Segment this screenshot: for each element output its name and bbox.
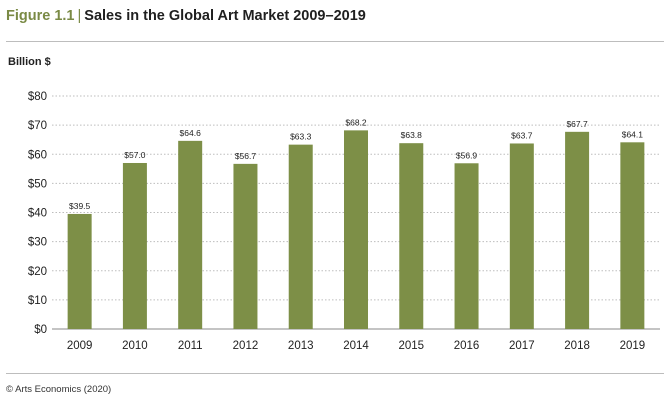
data-label: $63.7 [511, 130, 533, 140]
y-tick-label: $10 [28, 295, 47, 307]
bar-chart: $0 $10 $20 $30 $40 $50 $60 $70 $80 $39.5 2009 $57.0… [28, 91, 660, 352]
figure-title-row: Figure 1.1 | Sales in the Global Art Marke… [6, 8, 366, 24]
chart-title: Sales in the Global Art Market 2009–2019 [84, 8, 366, 24]
data-label: $64.6 [180, 128, 202, 138]
data-label: $68.2 [345, 117, 367, 127]
data-label: $56.7 [235, 151, 257, 161]
bar [509, 143, 534, 329]
y-tick-label: $50 [28, 178, 47, 190]
figure-label: Figure 1.1 [6, 8, 75, 24]
x-tick-label: 2018 [564, 340, 590, 352]
x-tick-label: 2017 [509, 340, 535, 352]
x-tick-label: 2010 [122, 340, 148, 352]
bar [344, 130, 368, 329]
x-tick-label: 2016 [454, 340, 480, 352]
x-tick-label: 2013 [288, 340, 314, 352]
x-tick-label: 2014 [343, 340, 369, 352]
bar [122, 162, 147, 329]
data-label: $39.5 [69, 201, 91, 211]
bar [454, 163, 479, 329]
source-note: © Arts Economics (2020) [6, 384, 112, 395]
y-tick-label: $70 [28, 120, 47, 132]
bar [620, 142, 645, 329]
bar [565, 131, 590, 329]
y-tick-label: $0 [34, 324, 47, 336]
x-tick-label: 2015 [398, 340, 424, 352]
data-label: $57.0 [124, 150, 146, 160]
y-tick-label: $60 [28, 149, 47, 161]
footer-rule [6, 373, 664, 374]
x-tick-label: 2011 [178, 340, 203, 352]
x-tick-label: 2019 [620, 340, 646, 352]
y-tick-label: $40 [28, 208, 47, 220]
bar [178, 140, 203, 329]
x-tick-label: 2009 [67, 340, 93, 352]
data-label: $63.8 [401, 130, 423, 140]
data-label: $67.7 [566, 119, 588, 129]
data-label: $56.9 [456, 150, 478, 160]
y-tick-label: $20 [28, 266, 47, 278]
bar [67, 213, 92, 329]
x-tick-label: 2012 [233, 340, 259, 352]
y-tick-label: $30 [28, 237, 47, 249]
data-label: $63.3 [290, 132, 312, 142]
y-tick-label: $80 [28, 91, 47, 103]
bar [233, 163, 258, 329]
header-rule [6, 41, 664, 42]
bar [288, 144, 313, 329]
title-separator: | [77, 8, 82, 24]
y-axis-unit-label: Billion $ [8, 56, 51, 68]
bar [399, 143, 424, 329]
data-label: $64.1 [622, 129, 644, 139]
